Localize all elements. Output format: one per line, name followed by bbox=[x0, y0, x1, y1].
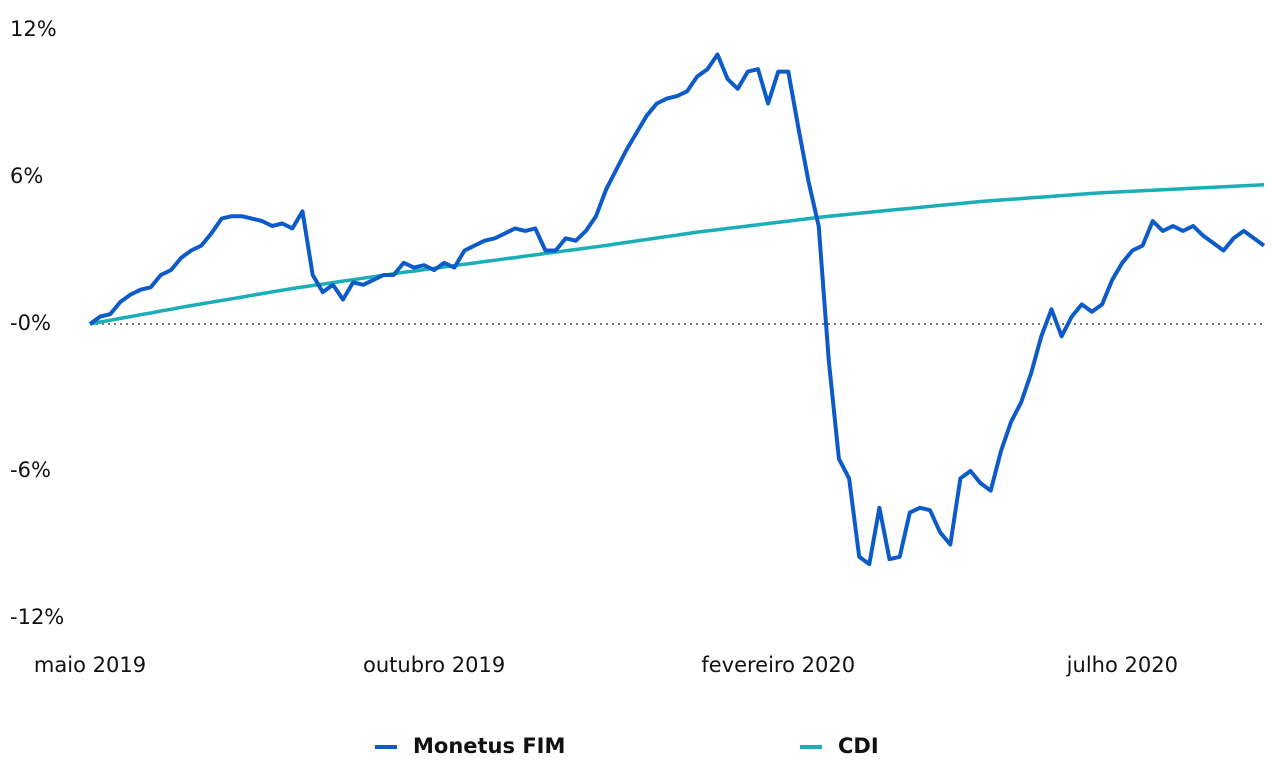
legend-label: Monetus FIM bbox=[413, 734, 565, 758]
y-tick-label: -12% bbox=[10, 605, 64, 629]
y-tick-label: 6% bbox=[10, 164, 43, 188]
y-tick-label: 12% bbox=[10, 17, 57, 41]
y-tick-label: -6% bbox=[10, 458, 51, 482]
x-tick-label: maio 2019 bbox=[34, 653, 146, 677]
line-series bbox=[89, 183, 1265, 326]
x-tick-label: fevereiro 2020 bbox=[701, 653, 855, 677]
x-tick-label: julho 2020 bbox=[1066, 653, 1178, 677]
y-tick-label: -0% bbox=[10, 311, 51, 335]
line-series bbox=[88, 52, 1266, 567]
x-tick-label: outubro 2019 bbox=[363, 653, 505, 677]
legend-label: CDI bbox=[838, 734, 879, 758]
